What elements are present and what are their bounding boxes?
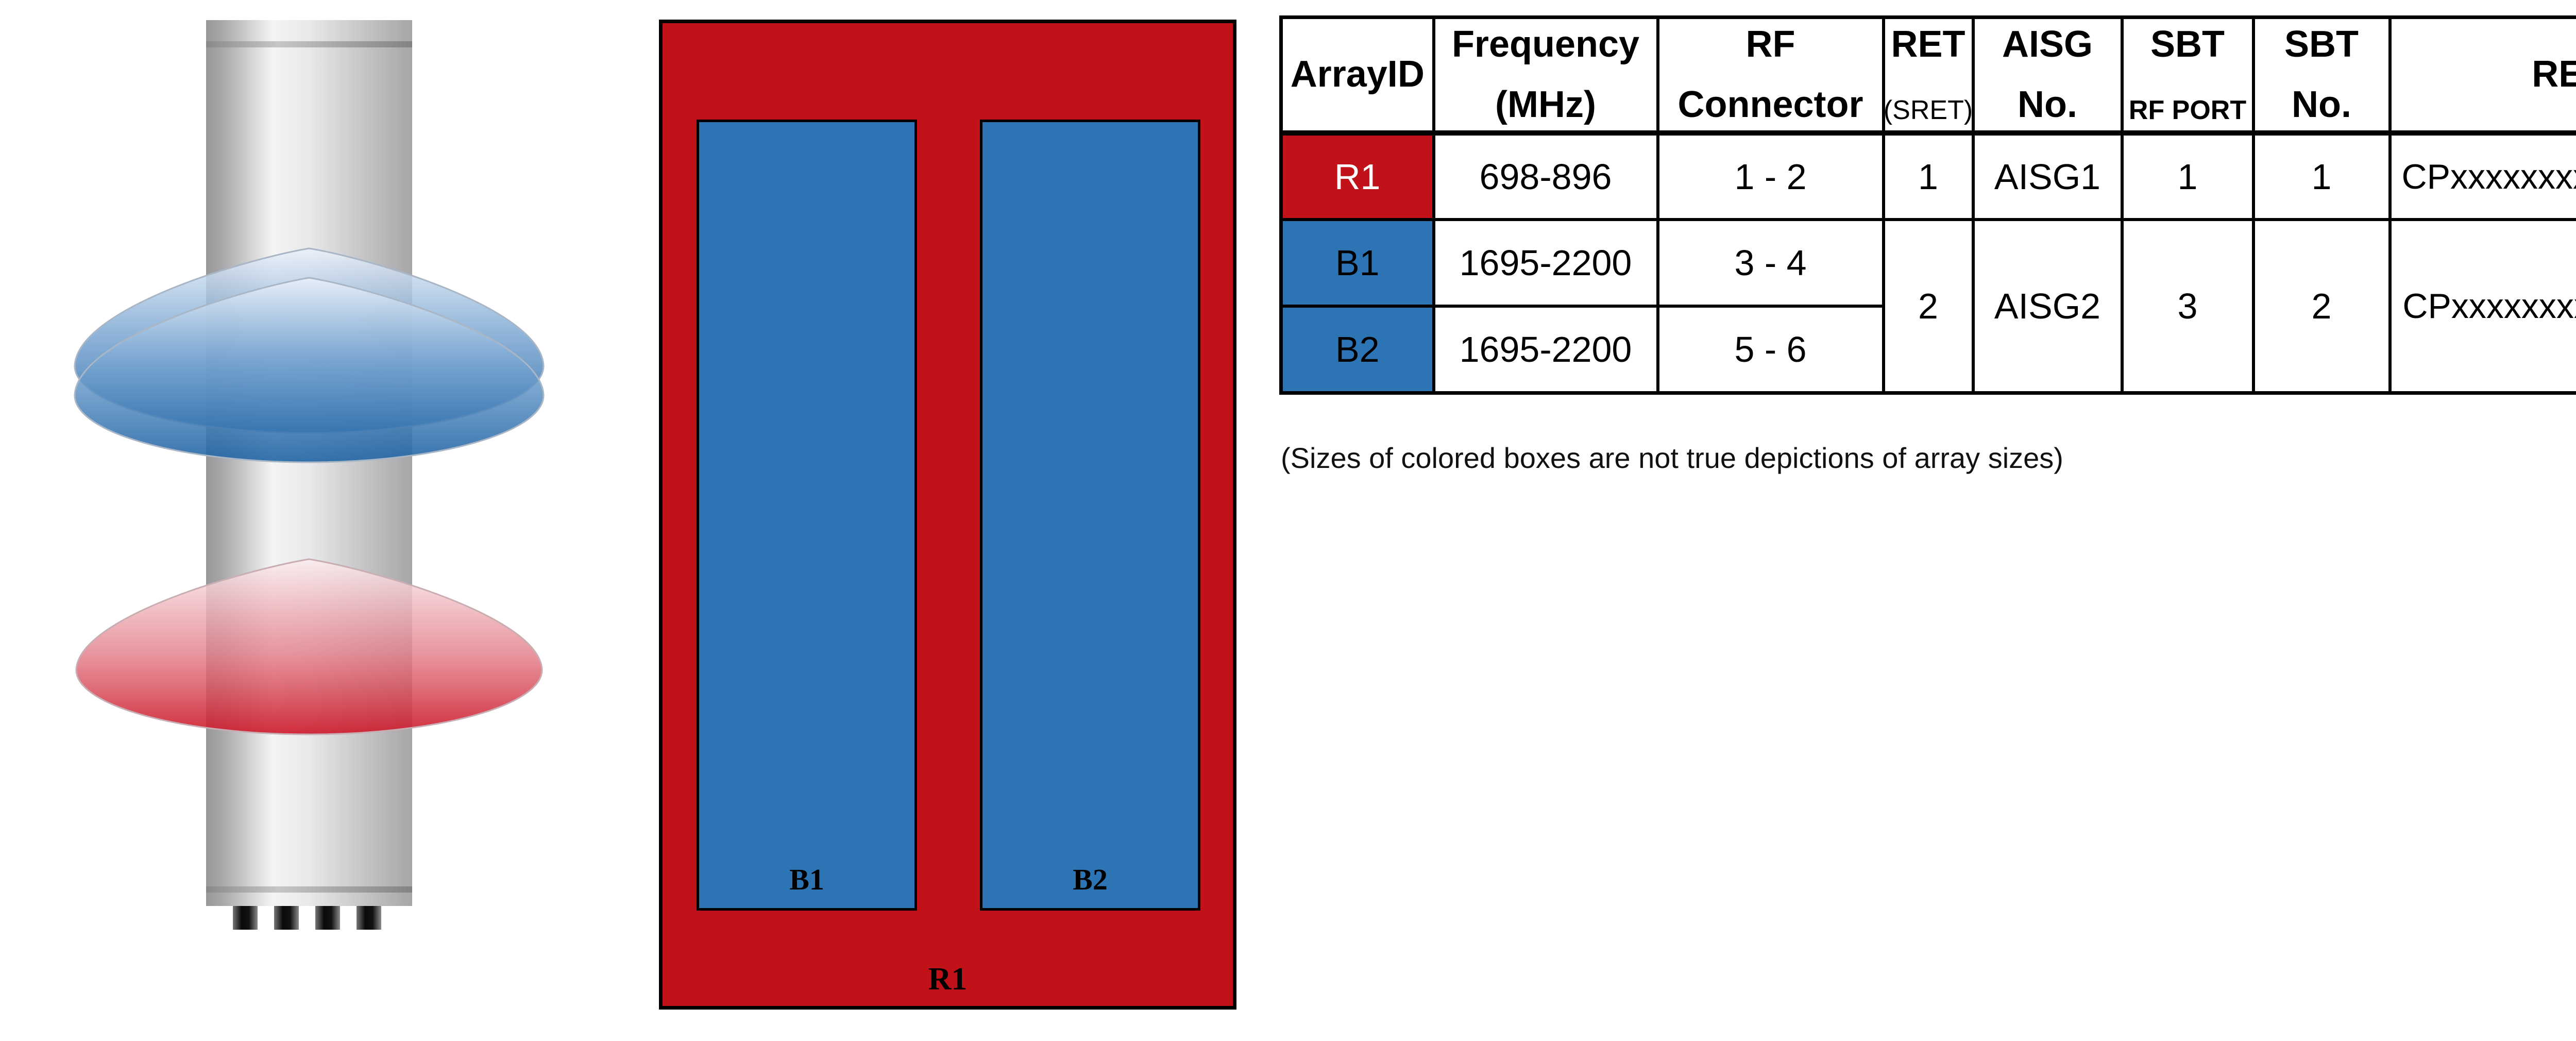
- cell-arrayid-r1: R1: [1279, 131, 1435, 221]
- array-box-b1: B1: [697, 120, 917, 911]
- table-row-r1: R1 698-896 1 - 2 1 AISG1 1 1 CPxxxxxxxxx…: [1279, 131, 2576, 221]
- blue-beam-discs: [74, 247, 545, 463]
- array-layout-box-r1: B1 B2 R1: [659, 20, 1236, 1010]
- col-header-frequency: Frequency (MHz): [1432, 15, 1659, 136]
- col-header-arrayid: ArrayID: [1279, 15, 1435, 136]
- cell-sbt-rf-b-merged: 3: [2120, 218, 2255, 394]
- col-header-rf-connector: RF Connector: [1656, 15, 1885, 136]
- array-box-r1-label: R1: [928, 962, 968, 997]
- array-box-b2: B2: [980, 120, 1200, 911]
- cell-frequency-b2: 1695-2200: [1432, 305, 1659, 394]
- col-header-aisg-no: AISG No.: [1971, 15, 2124, 136]
- cell-aisg-b-merged: AISG2: [1971, 218, 2124, 394]
- antenna-connector-stubs: [233, 906, 381, 930]
- array-spec-table: ArrayID Frequency (MHz) RF Connector: [1279, 15, 2576, 395]
- cell-sbt-no-r1: 1: [2251, 131, 2392, 221]
- cell-aisg-r1: AISG1: [1971, 131, 2124, 221]
- cell-rf-connector-r1: 1 - 2: [1656, 131, 1885, 221]
- red-beam-disc: [75, 558, 543, 735]
- col-header-sbt-rf-port: SBT RF PORT: [2120, 15, 2255, 136]
- cell-ret-r1: 1: [1882, 131, 1975, 221]
- col-header-ret-uid: RET UID: [2388, 15, 2576, 136]
- array-box-b2-label: B2: [1073, 863, 1108, 896]
- col-header-sbt-no: SBT No.: [2251, 15, 2392, 136]
- antenna-illustration: [74, 20, 545, 930]
- cell-arrayid-b2: B2: [1279, 305, 1435, 394]
- cell-sbt-rf-r1: 1: [2120, 131, 2255, 221]
- array-box-b1-label: B1: [789, 863, 824, 896]
- cell-arrayid-b1: B1: [1279, 218, 1435, 308]
- col-header-ret-sret: RET (SRET): [1882, 15, 1975, 136]
- cell-ret-uid-r1: CPxxxxxxxxxxxxxxxxxxR1: [2388, 131, 2576, 221]
- table-row-b1: B1 1695-2200 3 - 4 2 AISG2 3 2 CPxxxxxxx…: [1279, 218, 2576, 394]
- table-row-b2: B2 1695-2200 5 - 6: [1279, 305, 2576, 394]
- cell-rf-connector-b2: 5 - 6: [1656, 305, 1885, 394]
- cell-frequency-b1: 1695-2200: [1432, 218, 1659, 308]
- cell-ret-b-merged: 2: [1882, 218, 1975, 394]
- header-row: ArrayID Frequency (MHz) RF Connector: [1279, 15, 2576, 136]
- cell-sbt-no-b-merged: 2: [2251, 218, 2392, 394]
- cell-frequency-r1: 698-896: [1432, 131, 1659, 221]
- antenna-cylinder: [206, 20, 412, 906]
- size-disclaimer-note: (Sizes of colored boxes are not true dep…: [1281, 442, 2063, 474]
- cell-ret-uid-b-merged: CPxxxxxxxxxxxxxxxxxxB1: [2388, 218, 2576, 394]
- cell-rf-connector-b1: 3 - 4: [1656, 218, 1885, 308]
